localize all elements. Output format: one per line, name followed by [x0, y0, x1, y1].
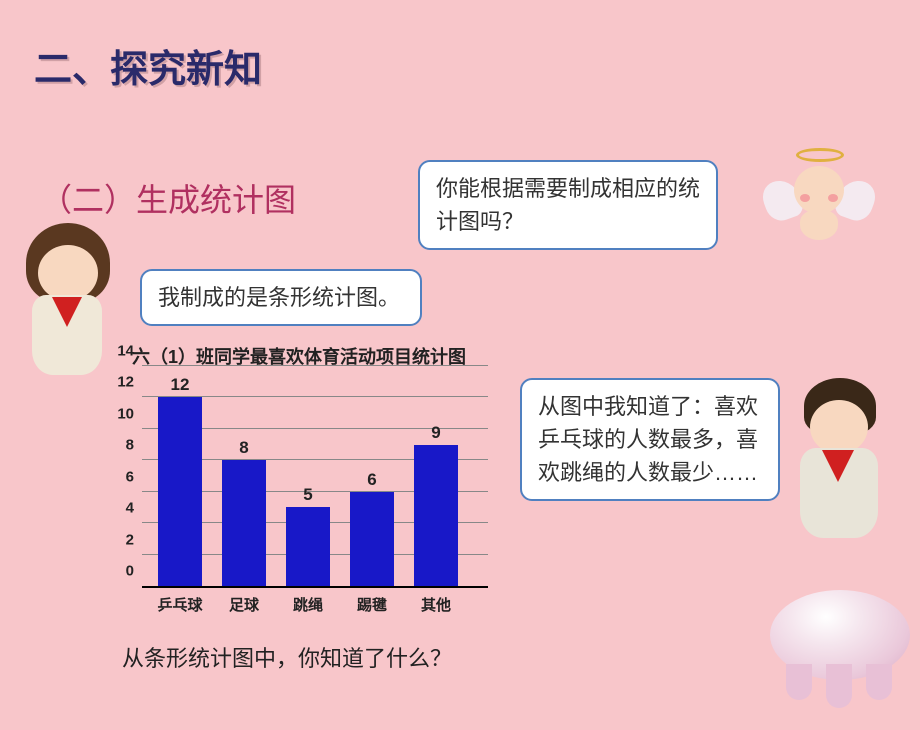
y-axis: 02468101214 [108, 368, 140, 588]
bar-group: 8 [212, 438, 276, 586]
bar-group: 6 [340, 470, 404, 586]
bar-group: 9 [404, 423, 468, 586]
bar-rect [222, 460, 266, 586]
chart-plot-area: 12 8 5 6 9 [142, 368, 488, 588]
x-axis-labels: 乒乓球足球跳绳踢毽其他 [142, 590, 488, 618]
x-axis-label: 其他 [404, 590, 468, 618]
subtitle: （二）生成统计图 [40, 175, 296, 221]
y-tick-label: 2 [126, 531, 134, 548]
bar-chart: 02468101214 128569 乒乓球足球跳绳踢毽其他 [108, 368, 488, 618]
y-tick-label: 12 [117, 374, 134, 391]
speech-bubble-girl: 我制成的是条形统计图。 [140, 269, 422, 326]
x-axis-label: 跳绳 [276, 590, 340, 618]
bar-group: 12 [148, 375, 212, 586]
y-tick-label: 0 [126, 563, 134, 580]
balloon-decoration-icon [760, 590, 920, 730]
boy-character-icon [778, 370, 908, 570]
x-axis-label: 足球 [212, 590, 276, 618]
bar-group: 5 [276, 485, 340, 586]
bar-value-label: 5 [303, 485, 312, 505]
bar-rect [414, 445, 458, 586]
bar-value-label: 9 [431, 423, 440, 443]
bar-rect [158, 397, 202, 586]
y-tick-label: 14 [117, 343, 134, 360]
x-axis-label: 踢毽 [340, 590, 404, 618]
y-tick-label: 4 [126, 500, 134, 517]
speech-bubble-boy: 从图中我知道了：喜欢乒乓球的人数最多，喜欢跳绳的人数最少…… [520, 378, 780, 501]
main-title: 二、探究新知 [34, 38, 262, 93]
bar-value-label: 8 [239, 438, 248, 458]
grid-line [142, 365, 488, 366]
y-tick-label: 10 [117, 405, 134, 422]
bar-value-label: 6 [367, 470, 376, 490]
x-axis-label: 乒乓球 [148, 590, 212, 618]
bar-rect [286, 507, 330, 586]
y-tick-label: 6 [126, 468, 134, 485]
y-tick-label: 8 [126, 437, 134, 454]
bar-value-label: 12 [171, 375, 190, 395]
angel-character-icon [750, 140, 890, 260]
bar-rect [350, 492, 394, 586]
bottom-question: 从条形统计图中，你知道了什么？ [122, 641, 452, 673]
speech-bubble-angel: 你能根据需要制成相应的统计图吗？ [418, 160, 718, 250]
